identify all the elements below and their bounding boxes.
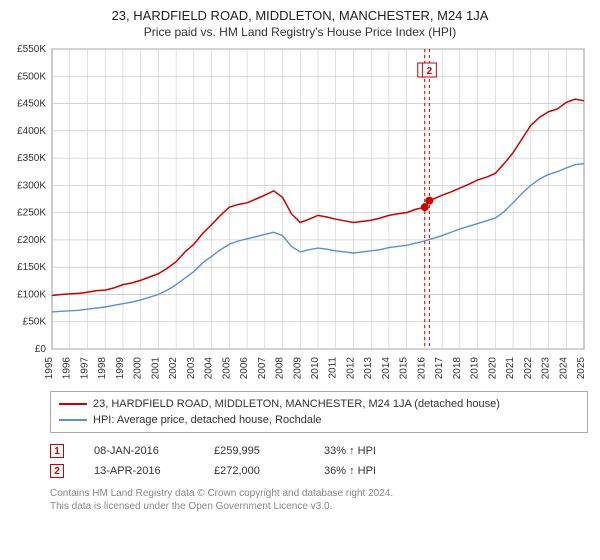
svg-text:£450K: £450K bbox=[17, 99, 46, 110]
svg-text:2020: 2020 bbox=[487, 357, 498, 380]
sale-row: 2 13-APR-2016 £272,000 36% ↑ HPI bbox=[50, 461, 588, 481]
legend-label: HPI: Average price, detached house, Roch… bbox=[93, 414, 322, 426]
sale-date: 08-JAN-2016 bbox=[94, 445, 184, 457]
sale-marker-box: 2 bbox=[50, 464, 64, 478]
svg-text:1999: 1999 bbox=[115, 357, 126, 380]
sale-price: £259,995 bbox=[214, 445, 294, 457]
svg-text:2025: 2025 bbox=[576, 357, 587, 380]
svg-text:£200K: £200K bbox=[17, 235, 46, 246]
legend-swatch bbox=[59, 403, 87, 405]
footer-line2: This data is licensed under the Open Gov… bbox=[50, 500, 588, 513]
svg-text:£50K: £50K bbox=[23, 317, 47, 328]
footer: Contains HM Land Registry data © Crown c… bbox=[50, 487, 588, 513]
svg-text:2007: 2007 bbox=[257, 357, 268, 380]
svg-text:1996: 1996 bbox=[62, 357, 73, 380]
svg-text:2006: 2006 bbox=[239, 357, 250, 380]
svg-text:2019: 2019 bbox=[470, 357, 481, 380]
svg-text:£100K: £100K bbox=[17, 289, 46, 300]
svg-text:2023: 2023 bbox=[541, 357, 552, 380]
svg-text:2008: 2008 bbox=[275, 357, 286, 380]
svg-text:2000: 2000 bbox=[133, 357, 144, 380]
chart: £0£50K£100K£150K£200K£250K£300K£350K£400… bbox=[50, 45, 582, 383]
svg-text:£400K: £400K bbox=[17, 126, 46, 137]
svg-text:2014: 2014 bbox=[381, 357, 392, 380]
svg-text:2011: 2011 bbox=[328, 357, 339, 379]
svg-text:£300K: £300K bbox=[17, 180, 46, 191]
svg-text:2004: 2004 bbox=[204, 357, 215, 380]
svg-text:1997: 1997 bbox=[79, 357, 90, 380]
svg-text:1995: 1995 bbox=[44, 357, 55, 380]
svg-text:£0: £0 bbox=[35, 344, 47, 355]
legend-label: 23, HARDFIELD ROAD, MIDDLETON, MANCHESTE… bbox=[93, 398, 500, 410]
svg-text:2016: 2016 bbox=[416, 357, 427, 380]
svg-text:2005: 2005 bbox=[221, 357, 232, 380]
svg-text:2024: 2024 bbox=[558, 357, 569, 380]
legend-row: HPI: Average price, detached house, Roch… bbox=[59, 412, 579, 428]
svg-text:£500K: £500K bbox=[17, 71, 46, 82]
sales-table: 1 08-JAN-2016 £259,995 33% ↑ HPI 2 13-APR-201… bbox=[50, 441, 588, 481]
svg-text:2015: 2015 bbox=[399, 357, 410, 380]
svg-text:£550K: £550K bbox=[17, 44, 46, 55]
svg-text:2010: 2010 bbox=[310, 357, 321, 380]
chart-title: 23, HARDFIELD ROAD, MIDDLETON, MANCHESTE… bbox=[12, 8, 588, 23]
legend-swatch bbox=[59, 419, 87, 421]
sale-date: 13-APR-2016 bbox=[94, 465, 184, 477]
legend: 23, HARDFIELD ROAD, MIDDLETON, MANCHESTE… bbox=[50, 391, 588, 433]
svg-text:£150K: £150K bbox=[17, 262, 46, 273]
sale-pct: 33% ↑ HPI bbox=[324, 445, 404, 457]
svg-text:2012: 2012 bbox=[345, 357, 356, 380]
svg-text:2009: 2009 bbox=[292, 357, 303, 380]
svg-text:2021: 2021 bbox=[505, 357, 516, 380]
svg-text:2017: 2017 bbox=[434, 357, 445, 380]
sale-pct: 36% ↑ HPI bbox=[324, 465, 404, 477]
svg-text:2002: 2002 bbox=[168, 357, 179, 380]
svg-text:2013: 2013 bbox=[363, 357, 374, 380]
svg-text:2022: 2022 bbox=[523, 357, 534, 380]
svg-text:2003: 2003 bbox=[186, 357, 197, 380]
svg-text:1998: 1998 bbox=[97, 357, 108, 380]
sale-row: 1 08-JAN-2016 £259,995 33% ↑ HPI bbox=[50, 441, 588, 461]
svg-text:2: 2 bbox=[427, 66, 433, 77]
svg-text:£350K: £350K bbox=[17, 153, 46, 164]
svg-text:£250K: £250K bbox=[17, 208, 46, 219]
page: 23, HARDFIELD ROAD, MIDDLETON, MANCHESTE… bbox=[0, 0, 600, 560]
legend-row: 23, HARDFIELD ROAD, MIDDLETON, MANCHESTE… bbox=[59, 396, 579, 412]
svg-text:2018: 2018 bbox=[452, 357, 463, 380]
chart-subtitle: Price paid vs. HM Land Registry's House … bbox=[12, 25, 588, 39]
sale-marker-box: 1 bbox=[50, 444, 64, 458]
chart-svg: £0£50K£100K£150K£200K£250K£300K£350K£400… bbox=[50, 45, 586, 383]
sale-price: £272,000 bbox=[214, 465, 294, 477]
footer-line1: Contains HM Land Registry data © Crown c… bbox=[50, 487, 588, 500]
svg-text:2001: 2001 bbox=[150, 357, 161, 380]
